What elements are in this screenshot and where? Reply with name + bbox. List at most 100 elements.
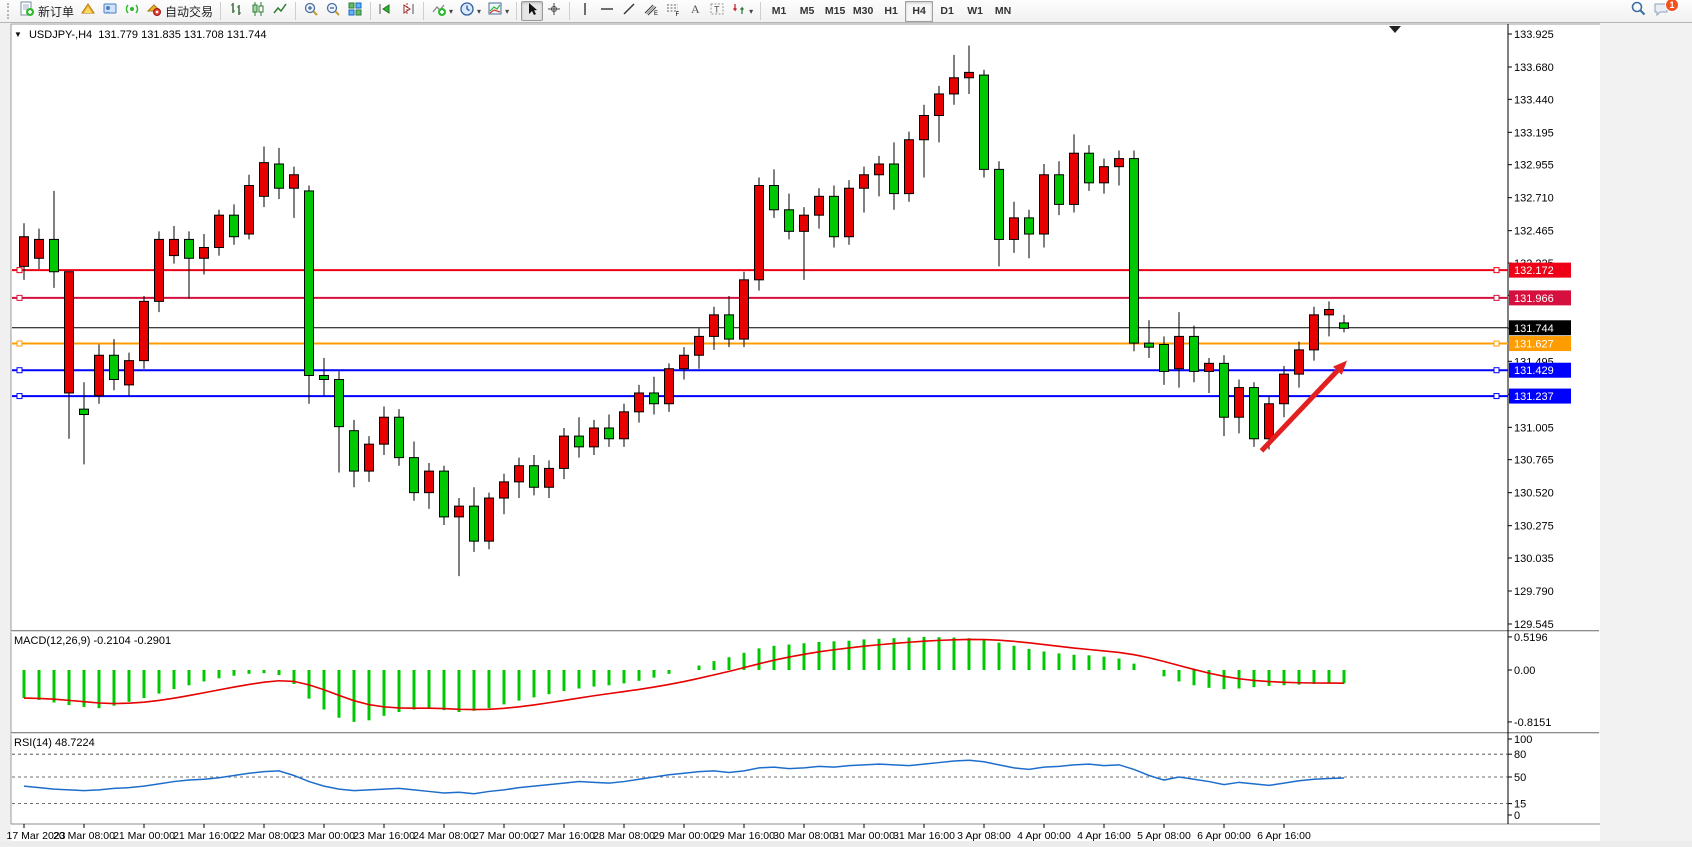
svg-text:27 Mar 00:00: 27 Mar 00:00 <box>473 830 535 842</box>
candlestick-chart-button[interactable] <box>247 1 269 21</box>
line-handle[interactable] <box>16 267 23 274</box>
bar-chart-button[interactable] <box>225 1 247 21</box>
timeframe-button-mn[interactable]: MN <box>994 5 1012 17</box>
candle <box>1144 342 1154 348</box>
svg-text:0.5196: 0.5196 <box>1514 632 1548 644</box>
svg-text:6 Apr 00:00: 6 Apr 00:00 <box>1197 830 1251 842</box>
candle <box>259 162 269 197</box>
line-handle[interactable] <box>1493 393 1500 400</box>
crosshair-button[interactable] <box>543 1 565 21</box>
macd-panel-separator[interactable] <box>11 630 1599 633</box>
zoom-out-button[interactable] <box>322 1 344 21</box>
zoom-out-icon <box>325 1 341 22</box>
candle <box>169 238 179 257</box>
candle <box>304 190 314 376</box>
auto-scroll-button[interactable] <box>375 1 397 21</box>
charts-button[interactable] <box>77 1 99 21</box>
templates-icon <box>487 1 503 22</box>
candle <box>289 174 299 189</box>
svg-text:0: 0 <box>1514 810 1520 822</box>
toolbar: 新订单 自动交易 ▾ ▾ ▾ E F A <box>0 0 1692 23</box>
timeframe-button-h1[interactable]: H1 <box>884 5 898 17</box>
candle <box>949 77 959 95</box>
chart-canvas[interactable]: 133.925 133.680 133.440 133.195 132.955 132.7… <box>0 23 1692 847</box>
macd-name: MACD(12,26,9) <box>14 635 91 647</box>
timeframe-button-m30[interactable]: M30 <box>852 5 874 17</box>
candle <box>1189 335 1199 372</box>
candle <box>1249 387 1259 440</box>
svg-text:4 Apr 00:00: 4 Apr 00:00 <box>1017 830 1071 842</box>
line-handle[interactable] <box>16 393 23 400</box>
macd-indicator-label: MACD(12,26,9) -0.2104 -0.2901 <box>14 635 171 647</box>
chart-shift-icon <box>400 1 416 22</box>
trendline-button[interactable] <box>618 1 640 21</box>
search-button[interactable] <box>1627 1 1650 21</box>
line-handle[interactable] <box>1493 340 1500 347</box>
indicators-button[interactable]: ▾ <box>428 1 456 21</box>
cursor-button[interactable] <box>521 1 544 21</box>
autotrading-label: 自动交易 <box>165 4 214 19</box>
price-badge[interactable] <box>1509 362 1571 378</box>
fibonacci-icon: F <box>665 1 681 22</box>
timeframe-button-m5[interactable]: M5 <box>799 5 815 17</box>
zoom-in-button[interactable] <box>300 1 322 21</box>
autotrading-button[interactable]: 自动交易 <box>143 1 216 21</box>
line-handle[interactable] <box>1493 294 1500 301</box>
fibonacci-button[interactable]: F <box>662 1 684 21</box>
svg-text:133.925: 133.925 <box>1514 29 1554 41</box>
tile-windows-button[interactable] <box>344 1 366 21</box>
rsi-panel-separator[interactable] <box>11 732 1599 735</box>
new-order-button[interactable]: 新订单 <box>16 1 77 21</box>
price-badge[interactable] <box>1509 320 1571 336</box>
timeframe-button-w1[interactable]: W1 <box>967 5 983 17</box>
svg-text:130.520: 130.520 <box>1514 488 1554 500</box>
candle <box>874 163 884 176</box>
chart-title: ▼ USDJPY-,H4 131.779 131.835 131.708 131… <box>14 29 267 41</box>
dropdown-caret-icon: ▾ <box>449 6 454 16</box>
candle <box>649 392 659 405</box>
profiles-button[interactable] <box>99 1 121 21</box>
timeframe-button-m1[interactable]: M1 <box>771 5 787 17</box>
horizontal-line-icon <box>599 1 615 22</box>
templates-button[interactable]: ▾ <box>484 1 512 21</box>
line-handle[interactable] <box>16 367 23 374</box>
price-badge[interactable] <box>1509 336 1571 352</box>
price-badge[interactable] <box>1509 262 1571 278</box>
horizontal-line-button[interactable] <box>596 1 618 21</box>
timeframe-button-h4[interactable]: H4 <box>905 0 934 22</box>
candle <box>574 435 584 448</box>
chart-collapse-icon[interactable]: ▼ <box>14 30 22 39</box>
arrows-tool-button[interactable]: ▾ <box>728 1 756 21</box>
svg-text:131.627: 131.627 <box>1514 339 1554 351</box>
chart-shift-marker[interactable] <box>1389 26 1401 33</box>
candle <box>754 185 764 281</box>
candle <box>769 185 779 211</box>
notifications-button[interactable]: 1 <box>1650 0 1679 21</box>
periods-button[interactable]: ▾ <box>456 1 484 21</box>
candle <box>829 195 839 238</box>
timeframe-button-m15[interactable]: M15 <box>824 5 846 17</box>
line-handle[interactable] <box>1493 267 1500 274</box>
svg-text:129.545: 129.545 <box>1514 619 1554 631</box>
line-handle[interactable] <box>16 294 23 301</box>
line-handle[interactable] <box>16 340 23 347</box>
candle <box>364 443 374 472</box>
text-label-button[interactable]: T <box>706 1 728 21</box>
vertical-line-button[interactable] <box>574 1 596 21</box>
trend-arrow-annotation[interactable] <box>1259 360 1348 453</box>
candle <box>199 246 209 259</box>
price-badge[interactable] <box>1509 388 1571 404</box>
toolbar-grip[interactable] <box>7 3 13 19</box>
dropdown-caret-icon: ▾ <box>477 6 482 16</box>
chart-shift-button[interactable] <box>397 1 419 21</box>
equidistant-channel-button[interactable]: E <box>640 1 662 21</box>
line-handle[interactable] <box>1493 367 1500 374</box>
chart-symbol-period: USDJPY-,H4 <box>28 29 93 41</box>
line-chart-button[interactable] <box>269 1 291 21</box>
candle <box>64 271 74 394</box>
timeframe-button-d1[interactable]: D1 <box>940 5 954 17</box>
signals-button[interactable] <box>121 1 143 21</box>
price-badge[interactable] <box>1509 290 1571 306</box>
candle <box>1069 152 1079 205</box>
text-button[interactable]: A <box>684 1 706 21</box>
